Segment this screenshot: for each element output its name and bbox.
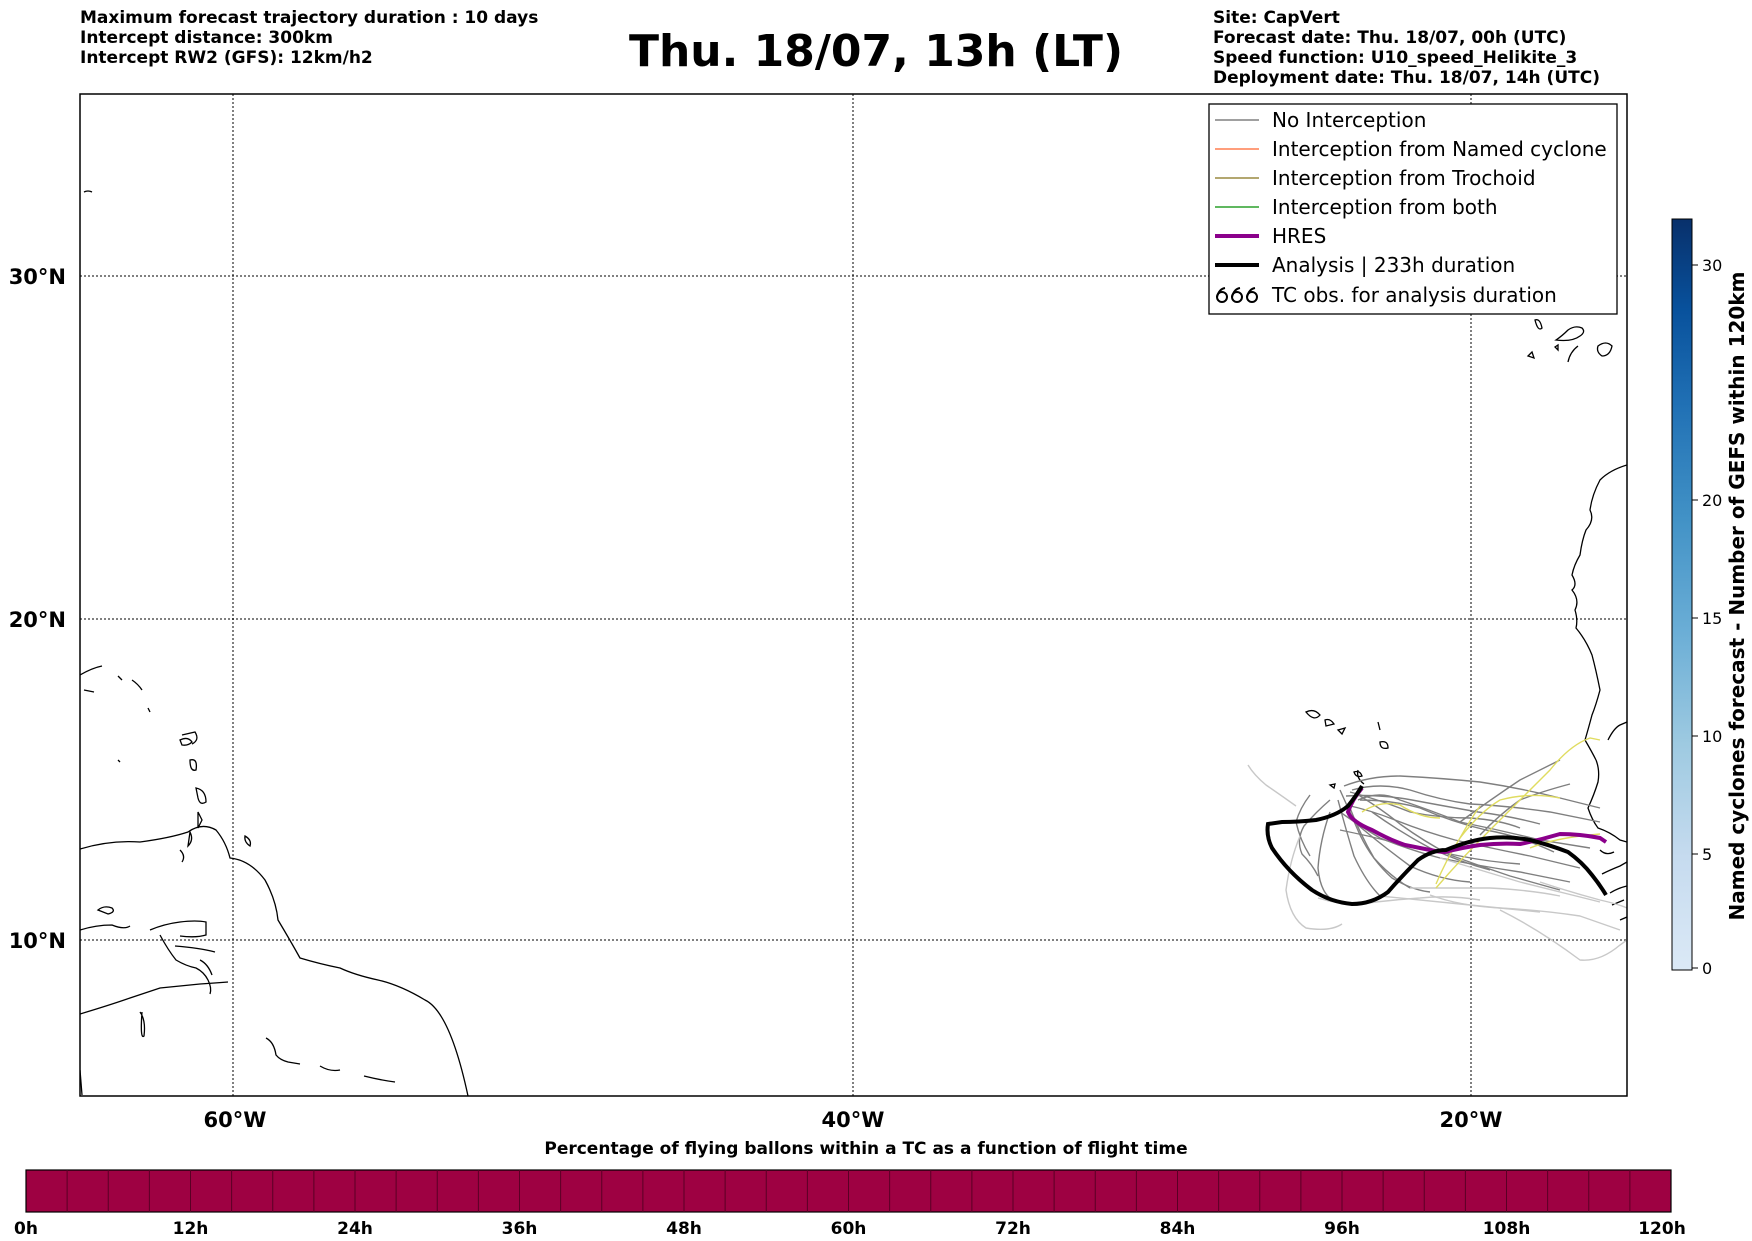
time-tick: 72h [995,1219,1031,1239]
lon-label: 60°W [204,1108,267,1132]
coastline-americas [80,190,469,1096]
time-tick: 24h [337,1219,373,1239]
header-left-line: Intercept distance: 300km [80,28,333,48]
header-right-line: Deployment date: Thu. 18/07, 14h (UTC) [1213,68,1600,88]
header-right-line: Speed function: U10_speed_Helikite_3 [1213,48,1578,68]
colorbar-tick: 5 [1702,845,1712,864]
lat-label: 30°N [9,265,66,289]
header-right-line: Site: CapVert [1213,8,1340,28]
time-tick: 48h [666,1219,702,1239]
colorbar-right-bar [1671,218,1693,971]
trajectory-analysis [1265,784,1608,907]
colorbar-bottom: Percentage of flying ballons within a TC… [14,1139,1686,1239]
header-left-line: Intercept RW2 (GFS): 12km/h2 [80,48,373,68]
legend-label: Interception from both [1272,195,1498,219]
time-tick: 96h [1324,1219,1360,1239]
legend-label: Analysis | 233h duration [1272,253,1515,277]
time-tick: 84h [1160,1219,1196,1239]
lon-label: 40°W [822,1108,885,1132]
trajectories-light [1247,764,1627,961]
time-tick: 36h [502,1219,538,1239]
legend-label: No Interception [1272,108,1426,132]
time-tick: 0h [14,1219,38,1239]
coastline-africa [1304,319,1627,921]
colorbar-tick: 30 [1702,256,1722,275]
legend: No Interception Interception from Named … [1208,103,1618,315]
colorbar-tick: 15 [1702,609,1722,628]
legend-label: TC obs. for analysis duration [1271,283,1557,307]
colorbar-bottom-label: Percentage of flying ballons within a TC… [544,1139,1187,1159]
time-tick: 108h [1483,1219,1531,1239]
colorbar-right: 0 5 10 15 20 30 Named cyclones forecast … [1671,218,1749,978]
legend-label: HRES [1272,224,1326,248]
header-right-line: Forecast date: Thu. 18/07, 00h (UTC) [1213,28,1567,48]
colorbar-tick: 20 [1702,491,1722,510]
header-info-left: Maximum forecast trajectory duration : 1… [80,8,538,68]
lat-label: 20°N [9,608,66,632]
colorbar-right-label: Named cyclones forecast - Number of GEFS… [1725,272,1749,921]
header-left-line: Maximum forecast trajectory duration : 1… [80,8,539,28]
header-info-right: Site: CapVert Forecast date: Thu. 18/07,… [1213,8,1600,88]
trajectories-yellow [1361,737,1601,889]
page-title: Thu. 18/07, 13h (LT) [628,26,1124,77]
lat-label: 10°N [9,929,66,953]
colorbar-tick: 10 [1702,727,1722,746]
legend-label: Interception from Named cyclone [1272,137,1607,161]
time-tick: 120h [1638,1219,1686,1239]
cyclone-symbols-icon [1216,287,1258,303]
legend-box [1208,103,1618,315]
legend-label: Interception from Trochoid [1272,166,1536,190]
lon-label: 20°W [1440,1108,1503,1132]
map-frame [79,93,1628,1097]
colorbar-tick: 0 [1702,959,1712,978]
axis-labels: 60°W 40°W 20°W 30°N 20°N 10°N [9,265,1503,1132]
time-tick: 12h [173,1219,209,1239]
time-tick: 60h [831,1219,867,1239]
